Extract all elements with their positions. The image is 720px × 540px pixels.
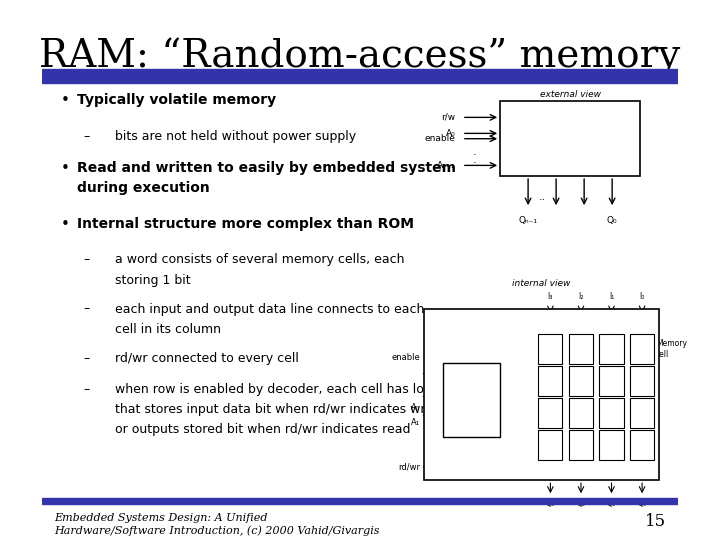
Text: enable: enable	[392, 353, 420, 362]
Text: a word consists of several memory cells, each: a word consists of several memory cells,…	[115, 253, 405, 266]
Text: Memory
cell: Memory cell	[656, 339, 687, 359]
Text: 15: 15	[644, 513, 665, 530]
Text: –: –	[83, 302, 89, 315]
Text: enable: enable	[425, 134, 456, 143]
Text: –: –	[83, 253, 89, 266]
Text: Q₀: Q₀	[607, 216, 618, 225]
Bar	[600, 399, 624, 428]
Text: 2×4: 2×4	[464, 390, 480, 399]
Text: bits are not held without power supply: bits are not held without power supply	[115, 130, 356, 143]
Bar	[600, 430, 624, 460]
Text: RAM: “Random-access” memory: RAM: “Random-access” memory	[40, 37, 680, 76]
Text: each input and output data line connects to each: each input and output data line connects…	[115, 302, 424, 315]
Text: To every cell: To every cell	[559, 462, 607, 471]
Text: that stores input data bit when rd/wr indicates write: that stores input data bit when rd/wr in…	[115, 403, 441, 416]
Text: –: –	[83, 130, 89, 143]
Bar	[569, 334, 593, 363]
Text: rd/wr: rd/wr	[398, 462, 420, 471]
Bar	[630, 334, 654, 363]
Text: I₀: I₀	[639, 293, 645, 301]
Text: memory: memory	[552, 145, 589, 154]
Bar	[630, 430, 654, 460]
Text: Q₃: Q₃	[546, 499, 555, 508]
Text: Read and written to easily by embedded system: Read and written to easily by embedded s…	[76, 160, 456, 174]
Text: Q₂: Q₂	[577, 499, 585, 508]
Bar	[630, 366, 654, 396]
Bar	[539, 399, 562, 428]
Bar	[630, 399, 654, 428]
Text: •: •	[60, 160, 70, 176]
Text: –: –	[83, 352, 89, 365]
Bar	[443, 363, 500, 437]
Text: –: –	[83, 382, 89, 395]
Bar	[600, 366, 624, 396]
Text: external view: external view	[539, 90, 600, 99]
Text: Qₙ₋₁: Qₙ₋₁	[518, 216, 538, 225]
Text: Q₀: Q₀	[638, 499, 647, 508]
Bar	[539, 366, 562, 396]
Text: I₁: I₁	[609, 293, 614, 301]
Text: I₂: I₂	[578, 293, 584, 301]
Bar	[423, 309, 660, 480]
Text: or outputs stored bit when rd/wr indicates read: or outputs stored bit when rd/wr indicat…	[115, 423, 410, 436]
Bar	[42, 498, 678, 504]
Bar	[539, 430, 562, 460]
Bar	[600, 334, 624, 363]
Text: ..: ..	[539, 192, 546, 202]
Text: •: •	[60, 93, 70, 109]
Bar	[569, 430, 593, 460]
Text: when row is enabled by decoder, each cell has logic: when row is enabled by decoder, each cel…	[115, 382, 442, 395]
Text: A₀: A₀	[446, 129, 456, 138]
Text: A₁: A₁	[411, 418, 420, 427]
Text: I₃: I₃	[548, 293, 553, 301]
Text: Embedded Systems Design: A Unified
Hardware/Software Introduction, (c) 2000 Vahi: Embedded Systems Design: A Unified Hardw…	[55, 513, 380, 536]
Text: .: .	[473, 147, 477, 157]
Text: Q₁: Q₁	[607, 499, 616, 508]
Text: internal view: internal view	[513, 279, 571, 288]
Bar	[500, 102, 640, 176]
Text: A₀: A₀	[411, 403, 420, 412]
Text: 2ᵏ × n read and write: 2ᵏ × n read and write	[521, 124, 619, 132]
Bar	[42, 69, 678, 83]
Text: r/w: r/w	[441, 113, 456, 122]
Text: storing 1 bit: storing 1 bit	[115, 274, 191, 287]
Text: during execution: during execution	[76, 181, 210, 195]
Text: decoder: decoder	[456, 401, 487, 410]
Text: cell in its column: cell in its column	[115, 323, 221, 336]
Text: rd/wr connected to every cell: rd/wr connected to every cell	[115, 352, 299, 365]
Text: Typically volatile memory: Typically volatile memory	[76, 93, 276, 107]
Text: 4×4 RAM: 4×4 RAM	[449, 320, 490, 329]
Text: Aₖ₋₁: Aₖ₋₁	[437, 161, 456, 170]
Bar	[569, 366, 593, 396]
Text: .: .	[473, 155, 477, 165]
Text: Internal structure more complex than ROM: Internal structure more complex than ROM	[76, 217, 414, 231]
Bar	[569, 399, 593, 428]
Bar	[539, 334, 562, 363]
Text: •: •	[60, 217, 70, 232]
